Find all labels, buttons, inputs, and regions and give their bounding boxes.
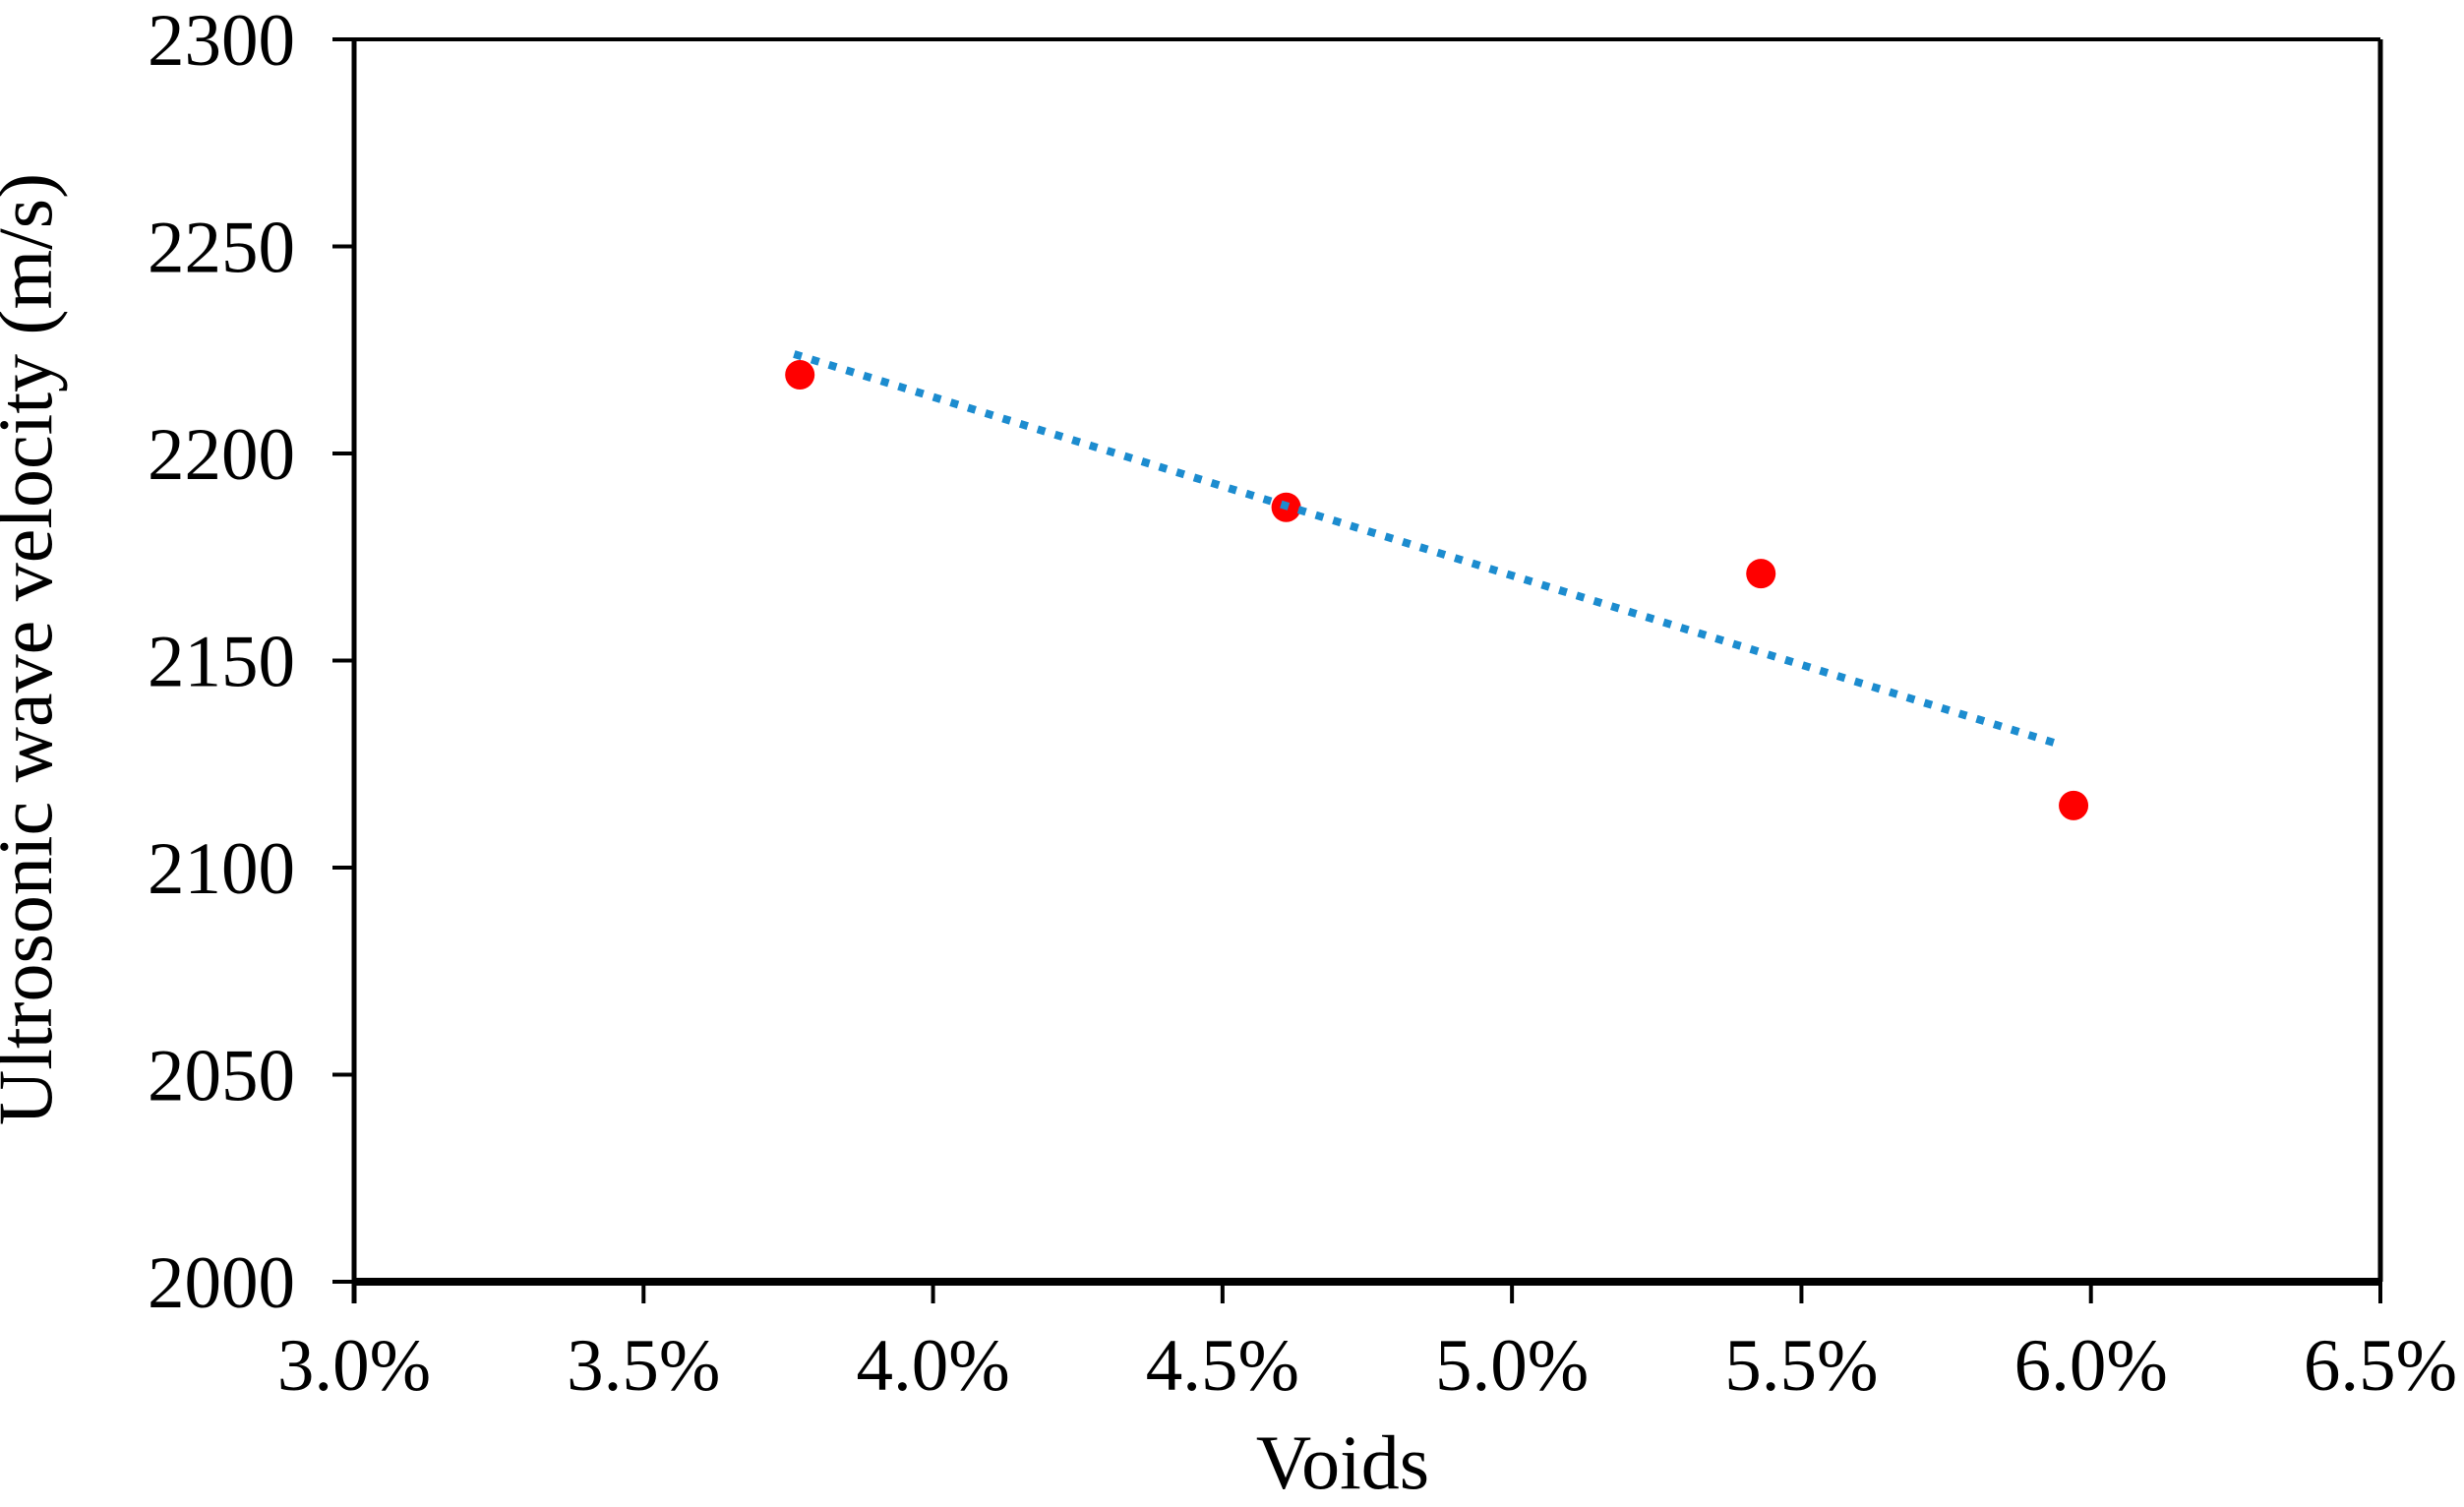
x-tick-label: 3.5% xyxy=(567,1325,720,1407)
y-tick-label: 2050 xyxy=(148,1036,295,1117)
x-tick-label: 6.0% xyxy=(2014,1325,2168,1407)
y-tick-label: 2000 xyxy=(148,1242,295,1324)
y-tick-label: 2200 xyxy=(148,414,295,496)
y-tick-label: 2100 xyxy=(148,828,295,910)
x-tick-label: 4.0% xyxy=(856,1325,1009,1407)
x-tick-label: 6.5% xyxy=(2304,1325,2457,1407)
data-point xyxy=(2059,790,2089,820)
trendline xyxy=(793,350,2058,748)
x-axis-title: Voids xyxy=(1256,1419,1429,1505)
x-tick-label: 3.0% xyxy=(277,1325,431,1407)
x-tick-label: 5.5% xyxy=(1724,1325,1878,1407)
data-point xyxy=(1746,559,1776,589)
plot-area: 2000 2050 2100 2150 2200 2250 2300 3.0% 3.5% 4.0%… xyxy=(148,0,2457,1407)
y-axis-title: Ultrosonic wave velocity (m/s) xyxy=(0,173,68,1125)
x-tick-label: 4.5% xyxy=(1146,1325,1299,1407)
data-point xyxy=(785,360,815,391)
x-tick-label: 5.0% xyxy=(1435,1325,1589,1407)
y-tick-label: 2250 xyxy=(148,208,295,289)
y-tick-label: 2300 xyxy=(148,0,295,82)
y-tick-label: 2150 xyxy=(148,622,295,703)
